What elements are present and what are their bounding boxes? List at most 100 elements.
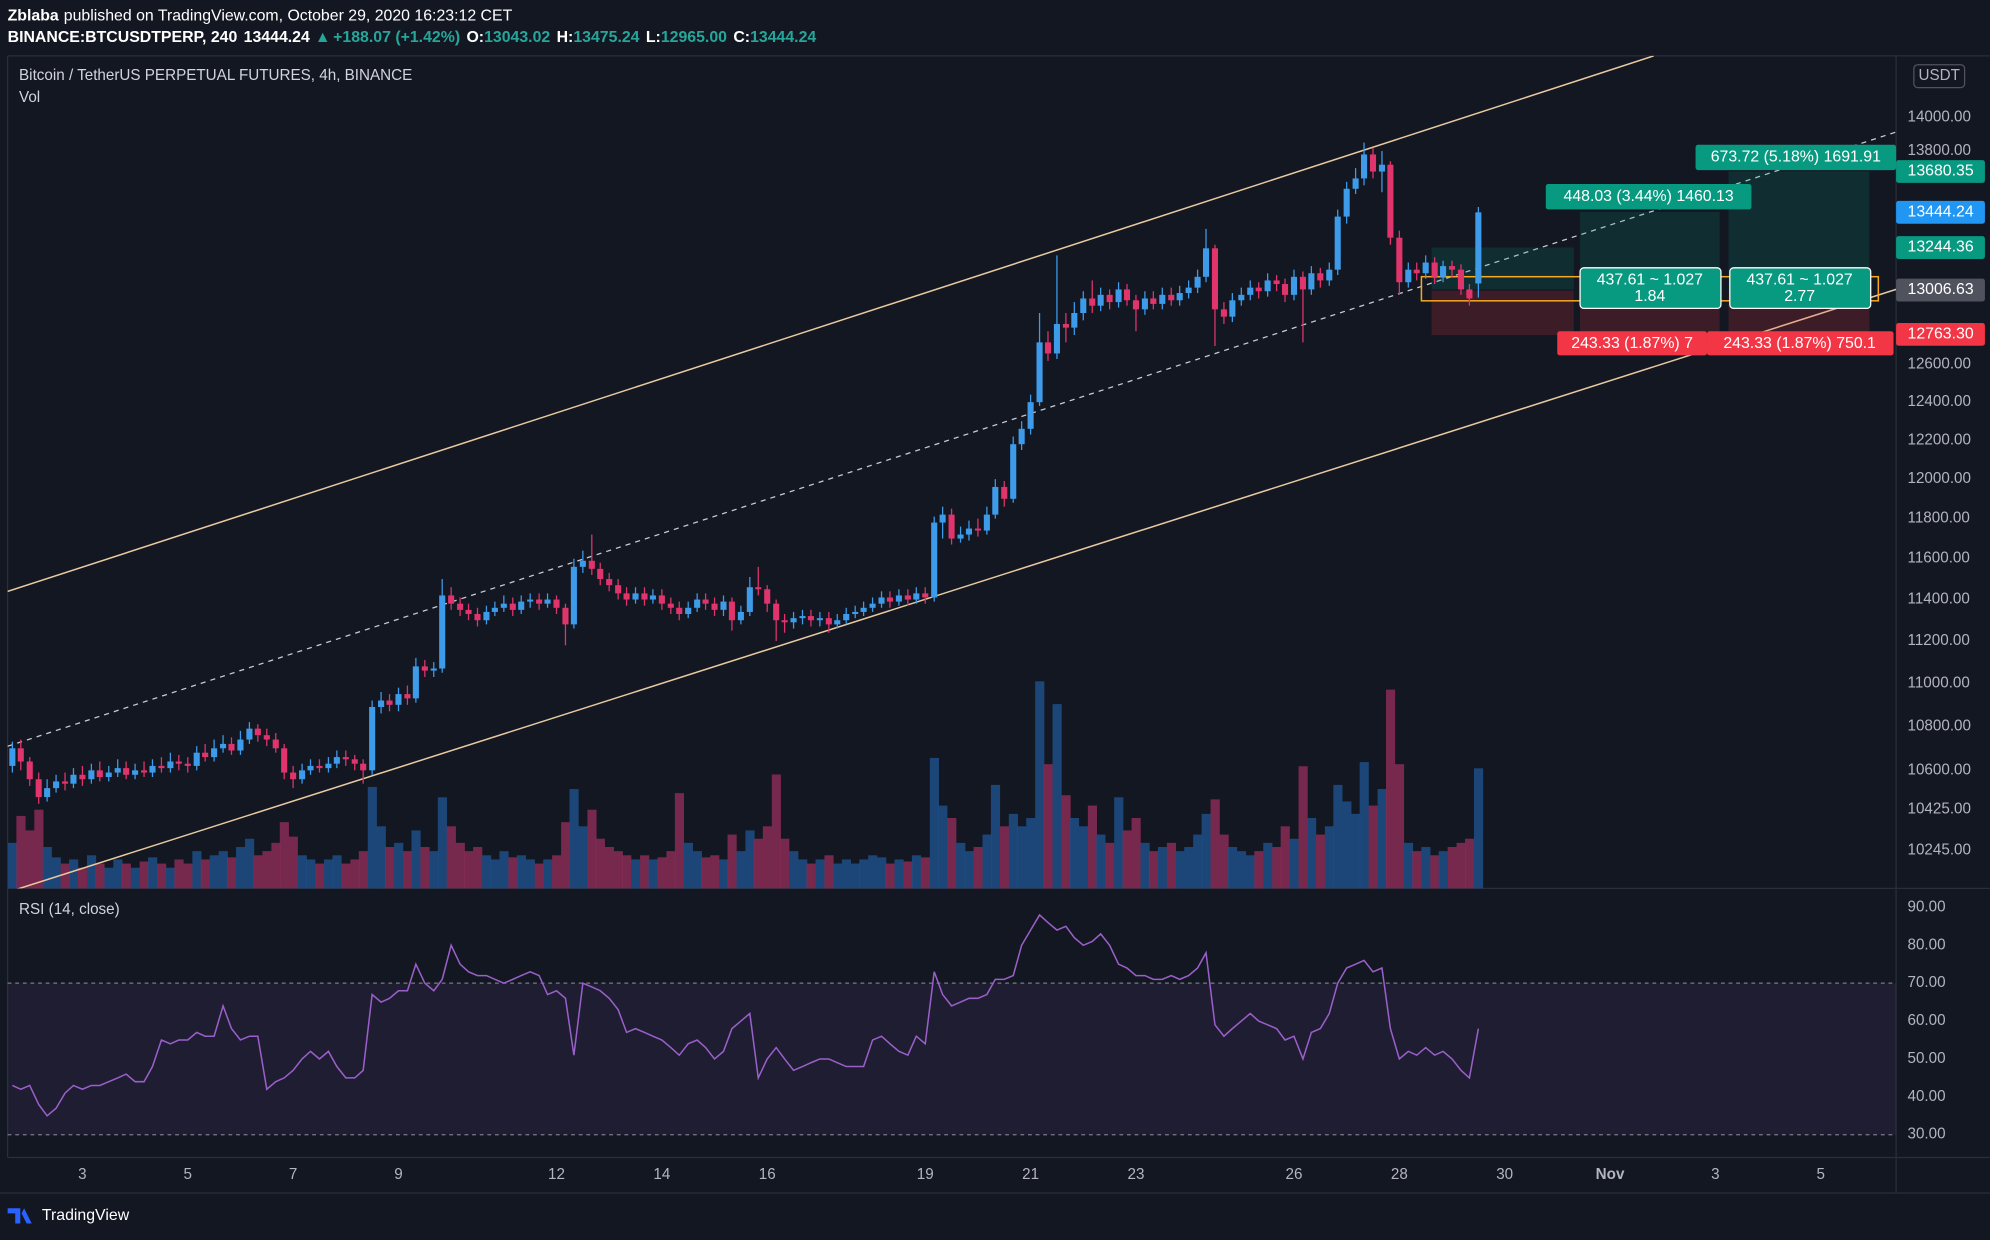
candle-body xyxy=(88,770,95,780)
position-label: 673.72 (5.18%) 1691.91 xyxy=(1711,149,1881,166)
y-tick-label: 12400.00 xyxy=(1908,393,1971,410)
volume-bar xyxy=(1351,813,1361,889)
candle-body xyxy=(351,759,358,764)
volume-bar xyxy=(525,859,535,889)
volume-bar xyxy=(385,847,395,889)
candle-body xyxy=(1080,298,1087,314)
candle-body xyxy=(1044,342,1052,354)
label-box xyxy=(1729,267,1872,310)
volume-bar xyxy=(1193,834,1203,889)
volume-bar xyxy=(1052,704,1062,889)
author: Zblaba xyxy=(8,8,59,25)
label-box xyxy=(1706,331,1894,356)
y-tick-label: 12200.00 xyxy=(1908,431,1971,448)
volume-bar xyxy=(587,809,597,889)
volume-bar xyxy=(324,859,334,889)
y-tick-label: 11000.00 xyxy=(1908,674,1970,691)
candle-body xyxy=(1062,323,1069,328)
volume-bar xyxy=(1280,826,1290,889)
candle-body xyxy=(123,768,130,775)
volume-bar xyxy=(789,851,799,889)
volume-title: Vol xyxy=(19,89,40,106)
y-tick-label: 12600.00 xyxy=(1908,356,1971,373)
candle-body xyxy=(694,599,701,608)
candle-body xyxy=(886,597,893,602)
candle-body xyxy=(685,607,692,615)
candle-body xyxy=(895,595,902,602)
volume-bar xyxy=(1069,818,1080,889)
candle-body xyxy=(1281,284,1289,295)
volume-bar xyxy=(1342,801,1352,889)
candle-body xyxy=(360,763,367,771)
volume-bar xyxy=(1245,855,1256,889)
candle-body xyxy=(1466,289,1473,299)
volume-bar xyxy=(148,857,158,889)
candle-body xyxy=(412,666,419,699)
rsi-tick-label: 80.00 xyxy=(1908,936,1946,953)
volume-bar xyxy=(218,851,228,889)
candle-body xyxy=(1413,269,1420,274)
y-tick-label: 10600.00 xyxy=(1908,761,1971,778)
x-tick-label: Nov xyxy=(1596,1166,1625,1183)
candle-body xyxy=(509,603,516,610)
candle-body xyxy=(816,618,823,621)
volume-bar xyxy=(903,861,913,889)
label-box xyxy=(1579,267,1722,310)
c-label: C: xyxy=(733,29,750,46)
candle-body xyxy=(299,770,306,780)
symbol-line: BINANCE:BTCUSDTPERP, 240 13444.24 ▲ +188.07… xyxy=(8,29,817,46)
volume-bar xyxy=(1201,813,1211,889)
candle-body xyxy=(931,522,938,598)
price-badge-label: 13680.35 xyxy=(1908,163,1974,180)
candle-body xyxy=(1247,287,1254,295)
candle-body xyxy=(904,595,911,600)
volume-bar xyxy=(990,784,1001,889)
volume-bar xyxy=(130,867,140,889)
candle-body xyxy=(1036,342,1043,403)
candle-body xyxy=(1001,486,1008,499)
x-tick-label: 19 xyxy=(917,1166,934,1183)
rsi-tick-label: 30.00 xyxy=(1908,1126,1946,1143)
candle-body xyxy=(378,700,385,707)
volume-bar xyxy=(34,809,44,889)
candle-body xyxy=(491,607,498,612)
volume-bar xyxy=(622,855,632,889)
volume-bar xyxy=(1008,813,1018,889)
candle-body xyxy=(711,603,718,610)
volume-bar xyxy=(701,857,711,889)
candle-body xyxy=(658,595,665,604)
target-zone xyxy=(1431,247,1574,290)
candle-body xyxy=(61,781,69,784)
volume-bar xyxy=(86,855,97,889)
candle-body xyxy=(562,607,569,625)
volume-bar xyxy=(1421,847,1431,889)
candle-body xyxy=(1352,178,1359,189)
price-badge xyxy=(1896,322,1985,346)
candle-body xyxy=(1238,294,1245,301)
rsi-line xyxy=(12,913,1480,1117)
volume-bar xyxy=(411,830,421,889)
position-label: 437.61 ~ 1.027 xyxy=(1746,272,1852,289)
volume-bar xyxy=(1403,842,1414,889)
candle-body xyxy=(825,618,832,625)
chart-title: Bitcoin / TetherUS PERPETUAL FUTURES, 4h… xyxy=(19,67,412,84)
volume-bar xyxy=(1096,834,1106,889)
volume-bar xyxy=(999,826,1010,889)
volume-bar xyxy=(1122,830,1132,889)
x-tick-label: 5 xyxy=(184,1166,192,1183)
candle-body xyxy=(1378,164,1386,172)
candle-body xyxy=(570,566,577,625)
candle-body xyxy=(807,616,814,621)
volume-bar xyxy=(279,822,289,889)
footer: TradingView xyxy=(7,1207,130,1224)
candle-body xyxy=(527,599,534,602)
stop-zone xyxy=(1431,290,1574,336)
candle-body xyxy=(1255,287,1262,292)
candle-body xyxy=(834,620,841,625)
volume-bar xyxy=(499,851,509,889)
volume-bar xyxy=(192,851,202,889)
volume-bar xyxy=(569,789,579,889)
candle-body xyxy=(1422,262,1429,274)
volume-bar xyxy=(1184,847,1194,889)
volume-bar xyxy=(753,838,764,889)
